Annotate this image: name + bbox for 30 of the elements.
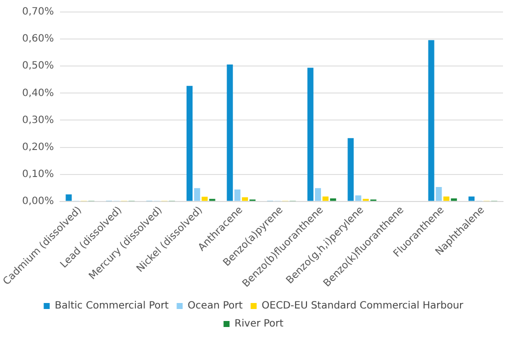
y-tick-label: 0,20%: [22, 142, 54, 153]
bar: [66, 194, 72, 201]
bar: [226, 64, 233, 201]
bar: [314, 188, 321, 201]
y-tick-label: 0,30%: [22, 114, 54, 126]
legend-label: Ocean Port: [188, 300, 243, 312]
bar: [194, 188, 200, 201]
y-tick-label: 0,60%: [22, 34, 54, 45]
bar: [348, 138, 354, 201]
bar: [202, 196, 208, 201]
bar: [322, 196, 329, 201]
bar: [234, 189, 240, 201]
y-tick-label: 0,50%: [22, 60, 54, 72]
bar: [186, 86, 193, 201]
bar: [242, 197, 248, 201]
bar: [330, 198, 336, 201]
y-tick-label: 0,00%: [22, 196, 54, 207]
legend-label: Baltic Commercial Port: [54, 300, 169, 312]
bar: [443, 196, 450, 201]
legend-label: River Port: [234, 318, 284, 330]
bar: [355, 195, 362, 201]
bar: [428, 40, 434, 201]
bar: [468, 196, 475, 201]
bar: [307, 68, 314, 201]
bar: [450, 198, 457, 201]
y-tick-label: 0,70%: [22, 6, 54, 18]
y-tick-label: 0,40%: [22, 88, 54, 99]
bar: [436, 187, 442, 201]
legend-label: OECD-EU Standard Commercial Harbour: [262, 300, 464, 312]
y-tick-label: 0,10%: [22, 168, 54, 180]
